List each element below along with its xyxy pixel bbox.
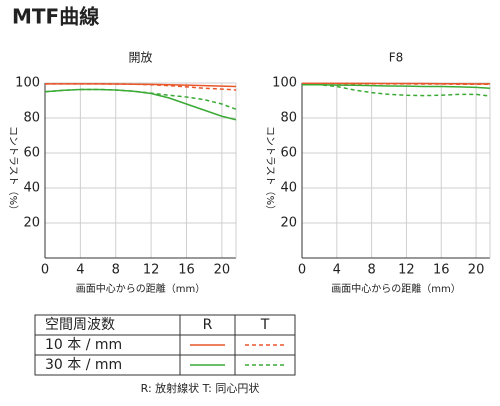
x-tick-label: 16 xyxy=(433,263,450,278)
mtf-line xyxy=(302,84,491,89)
x-tick-label: 8 xyxy=(112,263,120,278)
y-axis-label: コントラスト（%） xyxy=(7,126,19,215)
table-header: R xyxy=(203,317,213,333)
x-tick-label: 20 xyxy=(468,263,485,278)
x-tick-label: 0 xyxy=(41,263,49,278)
y-tick-label: 60 xyxy=(23,146,40,161)
mtf-line xyxy=(302,84,491,97)
chart-title: F8 xyxy=(389,51,404,65)
x-tick-label: 20 xyxy=(214,263,231,278)
mtf-line xyxy=(44,88,237,121)
x-tick-label: 4 xyxy=(76,263,84,278)
x-tick-label: 12 xyxy=(143,263,160,278)
chart-title: 開放 xyxy=(128,50,152,65)
mtf-line xyxy=(45,83,237,91)
mtf-line xyxy=(44,88,237,110)
table-cell xyxy=(234,334,296,356)
table-header: T xyxy=(260,317,270,333)
y-tick-label: 20 xyxy=(280,216,297,231)
y-tick-label: 20 xyxy=(23,216,40,231)
mtf-line xyxy=(45,83,237,88)
table-header: 空間周波数 xyxy=(45,317,115,333)
table-note: R: 放射線状 T: 同心円状 xyxy=(141,381,260,395)
x-axis-label: 画面中心からの距離（mm） xyxy=(331,282,460,295)
y-tick-label: 40 xyxy=(23,181,40,196)
table-row-label: 30 本 / mm xyxy=(45,357,122,373)
x-axis-label: 画面中心からの距離（mm） xyxy=(76,282,205,295)
table-row-label: 10 本 / mm xyxy=(45,337,122,353)
y-tick-label: 60 xyxy=(280,146,297,161)
y-tick-label: 100 xyxy=(15,76,40,91)
y-tick-label: 100 xyxy=(272,76,297,91)
x-tick-label: 4 xyxy=(333,263,341,278)
y-tick-label: 80 xyxy=(280,111,297,126)
y-tick-label: 80 xyxy=(23,111,40,126)
x-tick-label: 0 xyxy=(298,263,306,278)
page-title: MTF曲線 xyxy=(12,5,99,29)
x-tick-label: 16 xyxy=(178,263,195,278)
table-cell xyxy=(234,354,296,376)
y-axis-label: コントラスト（%） xyxy=(264,126,276,215)
x-tick-label: 12 xyxy=(398,263,415,278)
mtf-line xyxy=(302,82,490,85)
y-tick-label: 40 xyxy=(280,181,297,196)
x-tick-label: 8 xyxy=(367,263,375,278)
